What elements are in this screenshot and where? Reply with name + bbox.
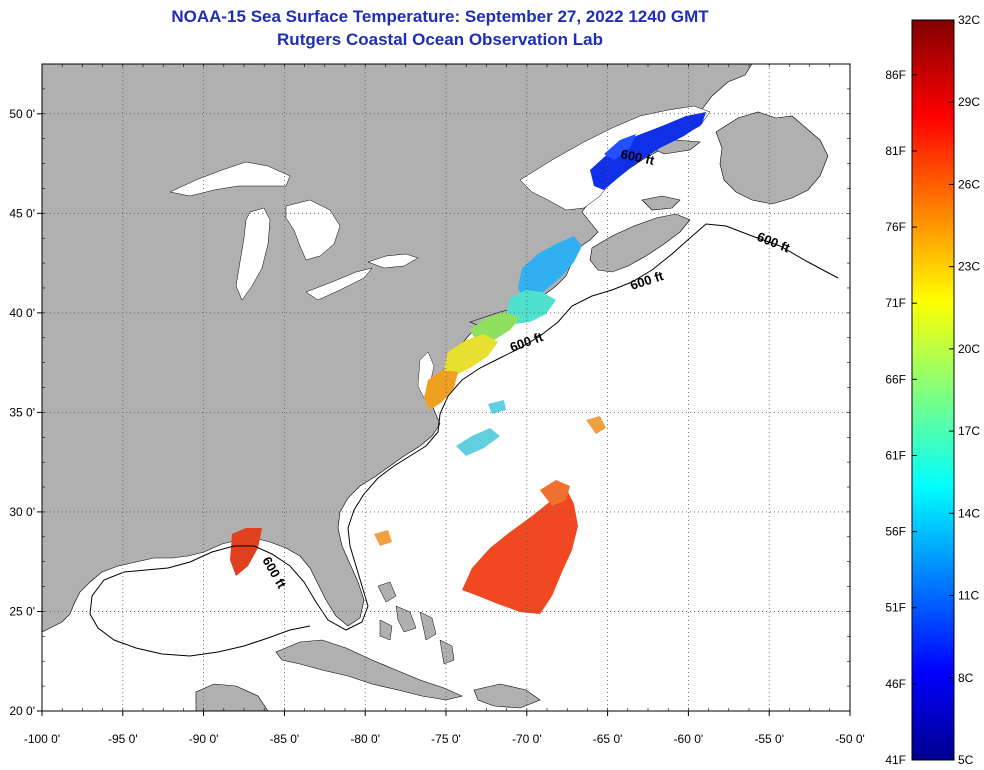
sst-patch-carolina-shelf — [456, 428, 500, 456]
lat-tick-label: 40 0' — [9, 306, 35, 320]
depth-contour-600ft — [89, 223, 839, 657]
colorbar-celsius-label: 23C — [958, 260, 980, 274]
sst-patch-small-3 — [488, 400, 506, 414]
hispaniola-land — [473, 683, 541, 709]
lon-tick-label: -85 0' — [270, 732, 300, 746]
sst-patch-st-lawrence-estuary — [604, 134, 636, 160]
sst-patch-gulf-maine — [518, 236, 582, 300]
colorbar-celsius-label: 17C — [958, 424, 980, 438]
sst-patch-virginia — [424, 370, 458, 410]
colorbar-celsius-label: 8C — [958, 671, 974, 685]
sst-patch-small-2 — [374, 530, 392, 546]
colorbar-fahrenheit-label: 66F — [885, 372, 906, 386]
sst-patch-georges-bank — [506, 290, 556, 324]
nova-scotia-land — [589, 213, 691, 273]
lon-tick-label: -100 0' — [24, 732, 60, 746]
lon-tick-label: -65 0' — [593, 732, 623, 746]
colorbar-fahrenheit-label: 51F — [885, 601, 906, 615]
longitude-axis: -100 0' -95 0' -90 0' -85 0' -80 0' -75 0' -70… — [24, 64, 865, 746]
sst-patch-small-1 — [586, 416, 606, 434]
lat-tick-label: 20 0' — [9, 704, 35, 718]
colorbar-fahrenheit-label: 41F — [885, 753, 906, 767]
graticule — [42, 64, 850, 711]
latitude-axis: 20 0' 25 0' 30 0' 35 0' 40 0' 45 0' 50 0' — [9, 63, 850, 718]
colorbar-fahrenheit-label: 61F — [885, 448, 906, 462]
bahamas-islands — [377, 581, 455, 665]
colorbar-celsius-label: 14C — [958, 506, 980, 520]
sst-patch-gulf-mexico — [230, 528, 262, 576]
map-title: NOAA-15 Sea Surface Temperature: Septemb… — [171, 7, 709, 26]
colorbar-celsius-label: 11C — [958, 589, 979, 603]
lake-ontario — [367, 253, 419, 269]
lake-erie — [305, 267, 373, 301]
map-subtitle: Rutgers Coastal Ocean Observation Lab — [277, 30, 603, 49]
lake-superior — [169, 161, 291, 197]
lon-tick-label: -90 0' — [189, 732, 219, 746]
colorbar-fahrenheit-label: 56F — [885, 525, 906, 539]
colorbar-celsius-label: 26C — [958, 177, 980, 191]
sst-patch-mid-atlantic — [444, 334, 498, 376]
lat-tick-label: 25 0' — [9, 604, 35, 618]
colorbar-celsius-label: 29C — [958, 95, 980, 109]
cuba-land — [275, 639, 463, 701]
sst-patch-sargasso — [462, 488, 578, 614]
contour-label-gulf-st-lawrence: 600 ft — [619, 146, 656, 168]
lat-tick-label: 30 0' — [9, 505, 35, 519]
lon-tick-label: -95 0' — [108, 732, 138, 746]
lat-tick-label: 35 0' — [9, 405, 35, 419]
lon-tick-label: -80 0' — [350, 732, 380, 746]
lon-tick-label: -75 0' — [431, 732, 461, 746]
colorbar-fahrenheit-label: 71F — [885, 296, 906, 310]
lake-huron — [285, 199, 341, 261]
lon-tick-label: -70 0' — [512, 732, 542, 746]
colorbar-celsius-label: 5C — [958, 753, 974, 767]
colorbar-fahrenheit-label: 76F — [885, 220, 906, 234]
lon-tick-label: -60 0' — [674, 732, 704, 746]
colorbar-fahrenheit-label: 46F — [885, 677, 906, 691]
lon-tick-label: -55 0' — [754, 732, 784, 746]
lake-michigan — [235, 207, 271, 301]
sst-data-patches — [230, 112, 706, 614]
yucatan-land — [195, 683, 269, 711]
pei-land — [641, 195, 681, 211]
colorbar — [911, 19, 955, 761]
colorbar-ticks: 32C 29C 26C 23C 20C 17C 14C 11C 8C 5C 86F 81F 76F 71F… — [885, 13, 980, 767]
lon-tick-label: -50 0' — [835, 732, 865, 746]
sst-patch-gulf-st-lawrence — [590, 112, 706, 190]
colorbar-fahrenheit-label: 86F — [885, 68, 906, 82]
lat-tick-label: 45 0' — [9, 206, 35, 220]
colorbar-fahrenheit-label: 81F — [885, 144, 906, 158]
colorbar-celsius-label: 20C — [958, 342, 980, 356]
lat-tick-label: 50 0' — [9, 107, 35, 121]
newfoundland-land — [715, 111, 829, 205]
colorbar-celsius-label: 32C — [958, 13, 980, 27]
sst-patch-sargasso-east — [540, 480, 570, 506]
